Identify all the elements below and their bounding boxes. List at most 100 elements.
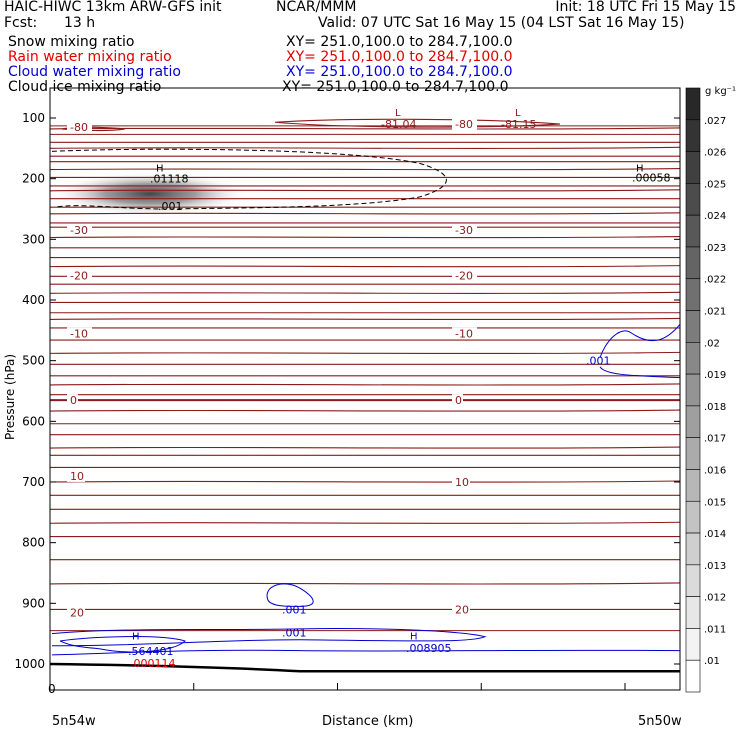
temperature-contour-line xyxy=(49,146,681,150)
temperature-contour-label: -80 xyxy=(70,121,88,134)
temperature-label-bg xyxy=(452,476,470,488)
x-right-label: 5n50w xyxy=(638,714,682,729)
temperature-label-bg xyxy=(452,118,477,131)
x-axis-label: Distance (km) xyxy=(322,714,413,729)
temperature-contour-label: 20 xyxy=(455,603,469,616)
temperature-contour-label: 10 xyxy=(70,470,84,483)
temperature-contour-line xyxy=(49,212,681,215)
temperature-label-bg xyxy=(67,327,92,340)
snow-shading xyxy=(50,171,250,216)
chart-title: HAIC-HIWC 13km ARW-GFS init xyxy=(4,0,222,15)
forecast-label: Fcst: xyxy=(4,15,38,31)
y-tick-label: 600 xyxy=(22,414,45,428)
temperature-contour-label: 0 xyxy=(70,394,77,407)
cloud-water-contour-label: .001 xyxy=(282,603,307,616)
init-time: Init: 18 UTC Fri 15 May 15 xyxy=(555,0,736,15)
y-tick-label: 800 xyxy=(22,536,45,550)
field-name-snow: Snow mixing ratio xyxy=(8,34,135,50)
y-tick-label: 400 xyxy=(22,293,45,307)
cloud-water-contour-line xyxy=(599,366,681,379)
snow-max-shading xyxy=(50,171,250,216)
temperature-contour-line xyxy=(49,235,681,239)
temperature-label-bg xyxy=(67,469,85,482)
temperature-min-value: -81.04 xyxy=(381,118,416,131)
cloud-water-contour-line xyxy=(266,583,314,607)
temperature-contour-line xyxy=(49,127,681,130)
cloud-water-contour-label: .001 xyxy=(282,626,307,639)
x-origin-label: 0 xyxy=(48,682,56,696)
temperature-contour-line xyxy=(49,317,681,321)
temperature-label-bg xyxy=(452,269,477,282)
y-tick-label: 300 xyxy=(22,232,45,246)
snow-secondary-value: .00058 xyxy=(632,172,671,185)
y-tick-label: 500 xyxy=(22,354,45,368)
y-axis-label: Pressure (hPa) xyxy=(3,354,17,440)
temperature-contour-line xyxy=(49,446,681,449)
temperature-label-bg xyxy=(67,394,78,407)
temperature-contour-line xyxy=(49,409,681,412)
temperature-label-bg xyxy=(452,327,477,340)
temperature-contour-line xyxy=(49,480,681,483)
temperature-contour-label: -80 xyxy=(455,118,473,131)
temperature-contour-line xyxy=(49,582,681,585)
temperature-contour-label: -10 xyxy=(70,327,88,340)
snow-max-marker: H xyxy=(156,163,164,174)
organization-label: NCAR/MMM xyxy=(276,0,357,15)
cloud-water-contours xyxy=(51,323,681,656)
temperature-contour-line xyxy=(49,189,681,192)
field-xy-rain: XY= 251.0,100.0 to 284.7,100.0 xyxy=(286,49,513,65)
temperature-min-marker: L xyxy=(515,108,521,119)
cloud-water-max-value: .564401 xyxy=(128,645,174,658)
temperature-contour-line xyxy=(49,291,681,295)
temperature-contour-line xyxy=(49,168,681,171)
cloud-water-contour-line xyxy=(51,649,681,656)
field-name-cloud-ice: Cloud ice mixing ratio xyxy=(8,79,162,95)
temperature-contour-line xyxy=(274,118,561,128)
cloud-water-contour-line xyxy=(59,636,186,653)
field-name-rain: Rain water mixing ratio xyxy=(8,49,172,65)
temperature-contour-label: 10 xyxy=(455,476,469,489)
field-name-cloud-water: Cloud water mixing ratio xyxy=(8,64,181,80)
temperature-contour-line xyxy=(49,521,681,524)
temperature-contours xyxy=(49,118,681,632)
temperature-contour-label: -30 xyxy=(70,224,88,237)
temperature-contour-line xyxy=(49,351,681,355)
temperature-contour-label: 20 xyxy=(70,606,84,619)
y-tick-label: 700 xyxy=(22,475,45,489)
temperature-label-bg xyxy=(67,269,92,282)
y-tick-label: 100 xyxy=(22,111,45,125)
cloud-water-max-marker: H xyxy=(132,632,140,643)
cloud-water-contour-label: .001 xyxy=(586,355,611,368)
forecast-hour: 13 h xyxy=(64,15,96,31)
temperature-contour-label: -20 xyxy=(70,270,88,283)
temperature-contour-line xyxy=(49,265,681,268)
rain-max-value: .000114 xyxy=(130,657,176,670)
temperature-label-bg xyxy=(452,224,477,237)
y-tick-label: 200 xyxy=(22,172,45,186)
field-xy-cloud-water: XY= 251.0,100.0 to 284.7,100.0 xyxy=(286,64,513,80)
temperature-label-bg xyxy=(452,394,463,407)
x-left-label: 5n54w xyxy=(52,714,96,729)
temperature-contour-label: -20 xyxy=(455,270,473,283)
field-xy-cloud-ice: XY= 251.0,100.0 to 284.7,100.0 xyxy=(282,79,509,95)
cloud-water-contour-line xyxy=(51,628,487,647)
cloud-water-max-marker: H xyxy=(410,632,418,643)
temperature-contour-label: -30 xyxy=(455,224,473,237)
terrain-line xyxy=(49,662,680,673)
temperature-min-value: -81.15 xyxy=(501,118,536,131)
field-xy-snow: XY= 251.0,100.0 to 284.7,100.0 xyxy=(286,34,513,50)
temperature-contour-line xyxy=(49,383,681,386)
temperature-contour-label: 0 xyxy=(455,394,462,407)
temperature-label-bg xyxy=(67,224,92,237)
y-tick-label: 900 xyxy=(22,596,45,610)
cloud-water-max-value: .008905 xyxy=(406,642,452,655)
temperature-contour-label: -10 xyxy=(455,327,473,340)
snow-secondary-marker: H xyxy=(636,163,644,174)
temperature-min-marker: L xyxy=(395,108,401,119)
temperature-label-bg xyxy=(67,121,92,134)
temperature-label-bg xyxy=(67,606,85,619)
temperature-label-bg xyxy=(452,603,470,616)
y-tick-label: 1000 xyxy=(14,657,45,671)
